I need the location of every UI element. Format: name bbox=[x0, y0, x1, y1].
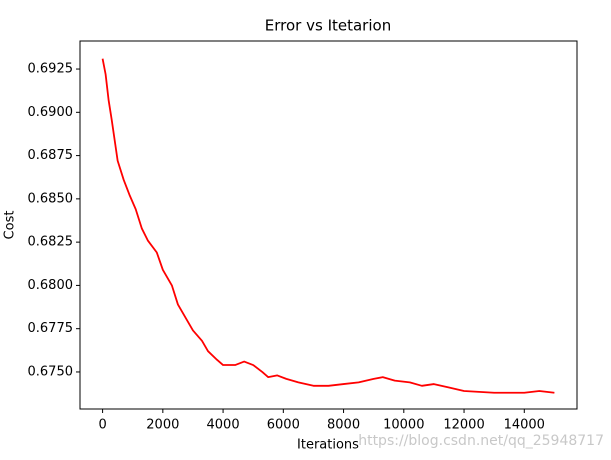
watermark: https://blog.csdn.net/qq_25948717 bbox=[358, 433, 604, 449]
y-axis-label: Cost bbox=[3, 211, 18, 240]
y-tick-label: 0.6800 bbox=[28, 278, 74, 293]
x-tick-label: 4000 bbox=[207, 418, 240, 433]
x-axis-label: Iterations bbox=[297, 438, 359, 453]
y-tick-label: 0.6875 bbox=[28, 148, 74, 163]
x-tick-label: 8000 bbox=[327, 418, 360, 433]
x-tick-label: 10000 bbox=[383, 418, 424, 433]
x-tick-label: 12000 bbox=[443, 418, 484, 433]
y-tick-label: 0.6850 bbox=[28, 191, 74, 206]
y-tick-label: 0.6900 bbox=[28, 105, 74, 120]
x-tick-label: 6000 bbox=[267, 418, 300, 433]
y-tick-label: 0.6925 bbox=[28, 62, 74, 77]
x-tick-label: 14000 bbox=[504, 418, 545, 433]
chart-title: Error vs Itetarion bbox=[265, 17, 391, 35]
x-tick-label: 2000 bbox=[146, 418, 179, 433]
plot-frame bbox=[79, 40, 578, 410]
x-tick-label: 0 bbox=[98, 418, 106, 433]
y-tick-label: 0.6825 bbox=[28, 235, 74, 250]
y-tick-label: 0.6775 bbox=[28, 321, 74, 336]
y-tick-label: 0.6750 bbox=[28, 364, 74, 379]
line-series bbox=[101, 58, 555, 394]
